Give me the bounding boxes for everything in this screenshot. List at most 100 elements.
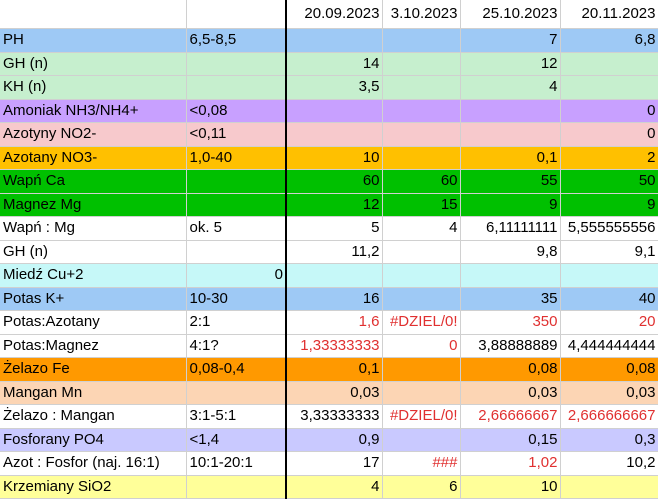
row-label-cell[interactable]: Wapń Ca (0, 169, 187, 194)
row-label-cell[interactable]: Fosforany PO4 (0, 428, 187, 452)
row-label-cell[interactable]: Żelazo : Mangan (0, 404, 187, 429)
table-cell[interactable] (286, 99, 383, 123)
row-label-cell[interactable]: Magnez Mg (0, 193, 187, 217)
table-cell[interactable]: 6,5-8,5 (186, 28, 287, 53)
table-cell[interactable] (382, 122, 461, 147)
table-cell[interactable]: 7 (460, 28, 561, 53)
table-cell[interactable]: 14 (286, 52, 383, 76)
row-label-cell[interactable]: Azotany NO3- (0, 146, 187, 170)
table-cell[interactable] (382, 240, 461, 264)
table-cell[interactable]: 3,33333333 (286, 404, 383, 429)
table-cell[interactable]: 2,666666667 (560, 404, 658, 429)
table-cell[interactable] (186, 193, 287, 217)
column-header-cell[interactable]: 20.11.2023 (560, 0, 658, 29)
table-cell[interactable] (382, 263, 461, 288)
table-cell[interactable]: 9,8 (460, 240, 561, 264)
table-cell[interactable]: 15 (382, 193, 461, 217)
table-cell[interactable] (382, 28, 461, 53)
table-cell[interactable]: #DZIEL/0! (382, 310, 461, 335)
column-header-cell[interactable]: 20.09.2023 (286, 0, 383, 29)
table-cell[interactable]: 3:1-5:1 (186, 404, 287, 429)
row-label-cell[interactable]: GH (n) (0, 240, 187, 264)
table-cell[interactable]: 4:1? (186, 334, 287, 358)
table-cell[interactable]: 60 (382, 169, 461, 194)
table-cell[interactable]: 3,88888889 (460, 334, 561, 358)
table-cell[interactable]: 1,6 (286, 310, 383, 335)
table-cell[interactable]: 10:1-20:1 (186, 451, 287, 476)
row-label-cell[interactable]: Azotyny NO2- (0, 122, 187, 147)
table-cell[interactable]: 40 (560, 287, 658, 311)
row-label-cell[interactable]: Wapń : Mg (0, 216, 187, 241)
table-cell[interactable] (382, 75, 461, 100)
row-label-cell[interactable]: Żelazo Fe (0, 357, 187, 382)
table-cell[interactable]: 0 (560, 122, 658, 147)
table-cell[interactable] (382, 287, 461, 311)
table-cell[interactable]: 1,0-40 (186, 146, 287, 170)
table-cell[interactable]: #DZIEL/0! (382, 404, 461, 429)
table-cell[interactable] (560, 52, 658, 76)
table-cell[interactable]: 0,15 (460, 428, 561, 452)
table-cell[interactable]: 0,03 (460, 381, 561, 405)
table-cell[interactable]: 12 (460, 52, 561, 76)
row-label-cell[interactable]: Potas K+ (0, 287, 187, 311)
table-cell[interactable]: 1,33333333 (286, 334, 383, 358)
table-cell[interactable]: 20 (560, 310, 658, 335)
table-cell[interactable]: 0 (382, 334, 461, 358)
table-cell[interactable]: 4,444444444 (560, 334, 658, 358)
table-cell[interactable]: 0,1 (460, 146, 561, 170)
table-cell[interactable]: 4 (460, 75, 561, 100)
table-cell[interactable] (382, 381, 461, 405)
table-cell[interactable]: 17 (286, 451, 383, 476)
row-label-cell[interactable]: KH (n) (0, 75, 187, 100)
table-cell[interactable]: 9,1 (560, 240, 658, 264)
table-cell[interactable]: 0,03 (560, 381, 658, 405)
row-label-cell[interactable]: Amoniak NH3/NH4+ (0, 99, 187, 123)
table-cell[interactable]: 0 (186, 263, 287, 288)
table-cell[interactable]: 0,9 (286, 428, 383, 452)
column-header-cell[interactable] (186, 0, 287, 29)
table-cell[interactable] (286, 122, 383, 147)
table-cell[interactable]: 0,08 (560, 357, 658, 382)
column-header-cell[interactable]: 3.10.2023 (382, 0, 461, 29)
table-cell[interactable]: 10-30 (186, 287, 287, 311)
table-cell[interactable] (186, 381, 287, 405)
table-cell[interactable]: 2 (560, 146, 658, 170)
row-label-cell[interactable]: GH (n) (0, 52, 187, 76)
table-cell[interactable]: 0,3 (560, 428, 658, 452)
table-cell[interactable]: 55 (460, 169, 561, 194)
table-cell[interactable] (382, 146, 461, 170)
table-cell[interactable]: 0,08-0,4 (186, 357, 287, 382)
table-cell[interactable] (382, 428, 461, 452)
table-cell[interactable]: 0,1 (286, 357, 383, 382)
table-cell[interactable]: <0,11 (186, 122, 287, 147)
row-label-cell[interactable]: Potas:Azotany (0, 310, 187, 335)
table-cell[interactable]: 0,08 (460, 357, 561, 382)
table-cell[interactable]: 0 (560, 99, 658, 123)
table-cell[interactable]: 11,2 (286, 240, 383, 264)
table-cell[interactable]: 3,5 (286, 75, 383, 100)
row-label-cell[interactable]: PH (0, 28, 187, 53)
table-cell[interactable]: 0,03 (286, 381, 383, 405)
table-cell[interactable] (186, 475, 287, 499)
table-cell[interactable]: 2:1 (186, 310, 287, 335)
table-cell[interactable]: 5 (286, 216, 383, 241)
table-cell[interactable] (382, 99, 461, 123)
table-cell[interactable]: 4 (286, 475, 383, 499)
table-cell[interactable]: 6,8 (560, 28, 658, 53)
table-cell[interactable]: 50 (560, 169, 658, 194)
table-cell[interactable] (186, 169, 287, 194)
table-cell[interactable]: 35 (460, 287, 561, 311)
table-cell[interactable]: <0,08 (186, 99, 287, 123)
row-label-cell[interactable]: Azot : Fosfor (naj. 16:1) (0, 451, 187, 476)
table-cell[interactable] (460, 99, 561, 123)
table-cell[interactable]: ok. 5 (186, 216, 287, 241)
column-header-cell[interactable] (0, 0, 187, 29)
table-cell[interactable] (382, 357, 461, 382)
table-cell[interactable]: 12 (286, 193, 383, 217)
table-cell[interactable]: 5,555555556 (560, 216, 658, 241)
table-cell[interactable] (286, 263, 383, 288)
row-label-cell[interactable]: Mangan Mn (0, 381, 187, 405)
row-label-cell[interactable]: Potas:Magnez (0, 334, 187, 358)
table-cell[interactable] (460, 122, 561, 147)
table-cell[interactable]: 6,11111111 (460, 216, 561, 241)
